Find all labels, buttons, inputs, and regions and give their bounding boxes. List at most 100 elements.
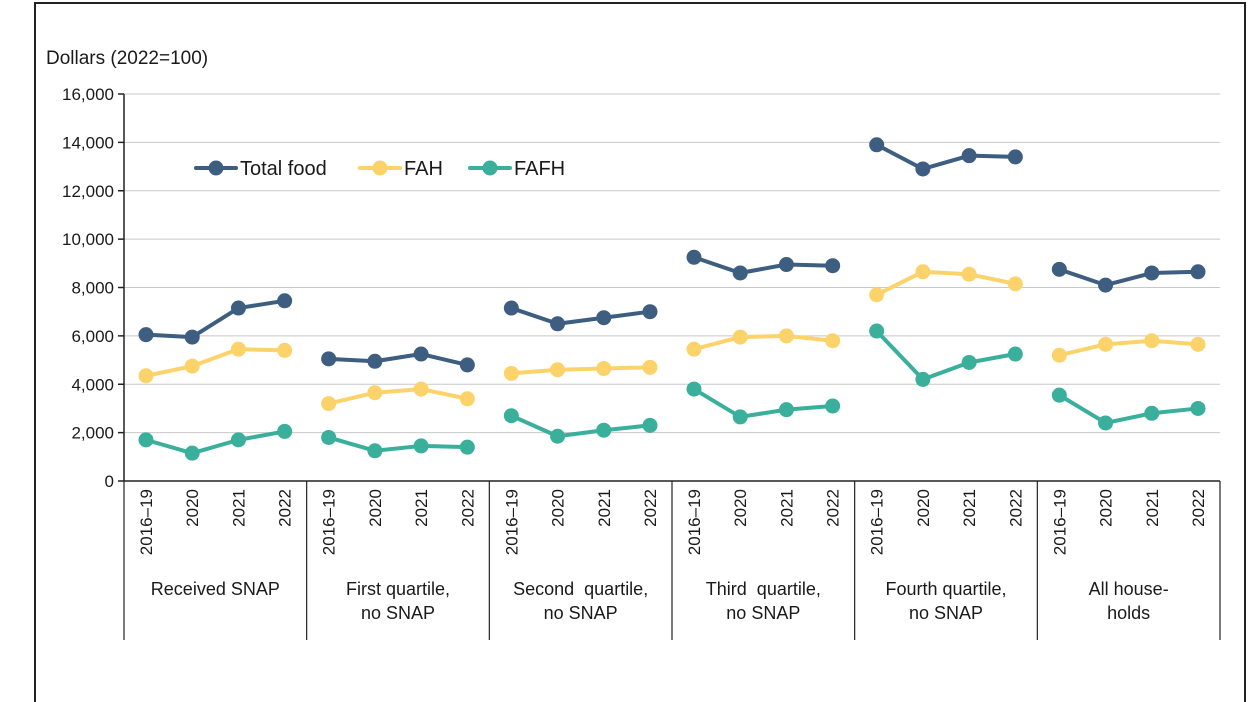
- total-food-point: [1051, 261, 1067, 277]
- fafh-point: [138, 432, 154, 448]
- x-tick-label: 2022: [1189, 489, 1208, 527]
- y-tick-label: 4,000: [71, 375, 114, 394]
- fafh-point: [778, 402, 794, 418]
- x-tick-label: 2016–19: [137, 489, 156, 555]
- total-food-point: [138, 327, 154, 343]
- fafh-point: [367, 443, 383, 459]
- fafh-point: [230, 432, 246, 448]
- group-label-line: no SNAP: [726, 603, 800, 623]
- line-chart: Dollars (2022=100) 0 2,000 4,000 6,000 8,000…: [46, 48, 1221, 640]
- x-tick-label: 2021: [777, 489, 796, 527]
- x-tick-label: 2016–19: [868, 489, 887, 555]
- y-axis-ticks: 0 2,000 4,000 6,000 8,000 10,000 12,000 14,000 1…: [62, 85, 124, 491]
- total-food-point: [321, 351, 337, 367]
- fafh-point: [459, 439, 475, 455]
- group-label-line: Received SNAP: [151, 579, 280, 599]
- x-tick-label: 2020: [183, 489, 202, 527]
- y-tick-label: 12,000: [62, 182, 114, 201]
- fah-point: [367, 385, 383, 401]
- y-tick-label: 10,000: [62, 230, 114, 249]
- total-food-point: [1144, 265, 1160, 281]
- total-food-point: [184, 329, 200, 345]
- fafh-point: [1190, 400, 1206, 416]
- fafh-point: [1007, 346, 1023, 362]
- x-tick-label: 2021: [229, 489, 248, 527]
- x-tick-label: 2020: [731, 489, 750, 527]
- fah-line: [874, 269, 1018, 297]
- fah-point: [732, 329, 748, 345]
- fah-point: [686, 341, 702, 357]
- fafh-point: [869, 323, 885, 339]
- fafh-point: [277, 423, 293, 439]
- x-tick-label: 2021: [960, 489, 979, 527]
- fafh-point: [321, 429, 337, 445]
- fah-point: [230, 341, 246, 357]
- y-tick-label: 0: [105, 472, 114, 491]
- total-food-point: [459, 357, 475, 373]
- total-food-point: [230, 300, 246, 316]
- total-food-point: [825, 258, 841, 274]
- x-tick-label: 2022: [276, 489, 295, 527]
- legend: Total food FAH FAFH: [194, 158, 565, 180]
- x-tick-label: 2016–19: [320, 489, 339, 555]
- group-label-line: Fourth quartile,: [885, 579, 1006, 599]
- total-food-line: [509, 306, 652, 326]
- legend-swatch-marker-fafh: [482, 160, 498, 176]
- fafh-point: [825, 398, 841, 414]
- fah-point: [642, 359, 658, 375]
- x-axis: 2016–19 2020 2021 2022 Received SNAP 2016–19 2…: [123, 94, 1221, 640]
- fah-point: [277, 342, 293, 358]
- group-label: Received SNAP: [151, 579, 280, 599]
- total-food-line: [144, 298, 287, 340]
- legend-label-fah: FAH: [404, 158, 443, 180]
- y-tick-label: 16,000: [62, 85, 114, 104]
- legend-swatch-marker-fah: [372, 160, 388, 176]
- x-tick-label: 2022: [1006, 489, 1025, 527]
- total-food-point: [732, 265, 748, 281]
- total-food-point: [503, 300, 519, 316]
- x-tick-label: 2021: [595, 489, 614, 527]
- fah-point: [1051, 347, 1067, 363]
- fah-point: [825, 333, 841, 349]
- fafh-line: [874, 329, 1018, 382]
- total-food-point: [367, 353, 383, 369]
- x-tick-label: 2021: [1143, 489, 1162, 527]
- fafh-point: [915, 371, 931, 387]
- total-food-point: [915, 161, 931, 177]
- group-label: First quartile, no SNAP: [346, 579, 450, 623]
- fafh-point: [503, 408, 519, 424]
- x-tick-label: 2016–19: [1050, 489, 1069, 555]
- total-food-point: [1190, 264, 1206, 280]
- fah-point: [550, 362, 566, 378]
- y-tick-label: 2,000: [71, 424, 114, 443]
- fah-point: [778, 328, 794, 344]
- fah-point: [1190, 336, 1206, 352]
- x-tick-label: 2016–19: [685, 489, 704, 555]
- total-food-line: [326, 352, 470, 367]
- x-tick-label: 2020: [366, 489, 385, 527]
- total-food-point: [550, 316, 566, 332]
- group-label-line: no SNAP: [909, 603, 983, 623]
- fah-point: [596, 361, 612, 377]
- group-label-line: holds: [1107, 603, 1150, 623]
- legend-swatch-marker-total-food: [208, 160, 224, 176]
- total-food-point: [961, 148, 977, 164]
- total-food-point: [869, 137, 885, 153]
- total-food-point: [413, 346, 429, 362]
- group-label-line: Third quartile,: [706, 579, 821, 599]
- total-food-point: [642, 304, 658, 320]
- fafh-point: [413, 438, 429, 454]
- fah-line: [144, 347, 287, 378]
- fafh-point: [686, 381, 702, 397]
- fafh-line: [1057, 393, 1200, 425]
- x-tick-label: 2016–19: [502, 489, 521, 555]
- fah-line: [1057, 338, 1200, 358]
- group-label: Second quartile, no SNAP: [513, 579, 648, 623]
- fah-point: [961, 266, 977, 282]
- fah-point: [1098, 336, 1114, 352]
- total-food-point: [778, 257, 794, 273]
- x-tick-label: 2020: [914, 489, 933, 527]
- total-food-line: [874, 142, 1018, 171]
- total-food-line: [692, 255, 835, 275]
- y-tick-label: 6,000: [71, 327, 114, 346]
